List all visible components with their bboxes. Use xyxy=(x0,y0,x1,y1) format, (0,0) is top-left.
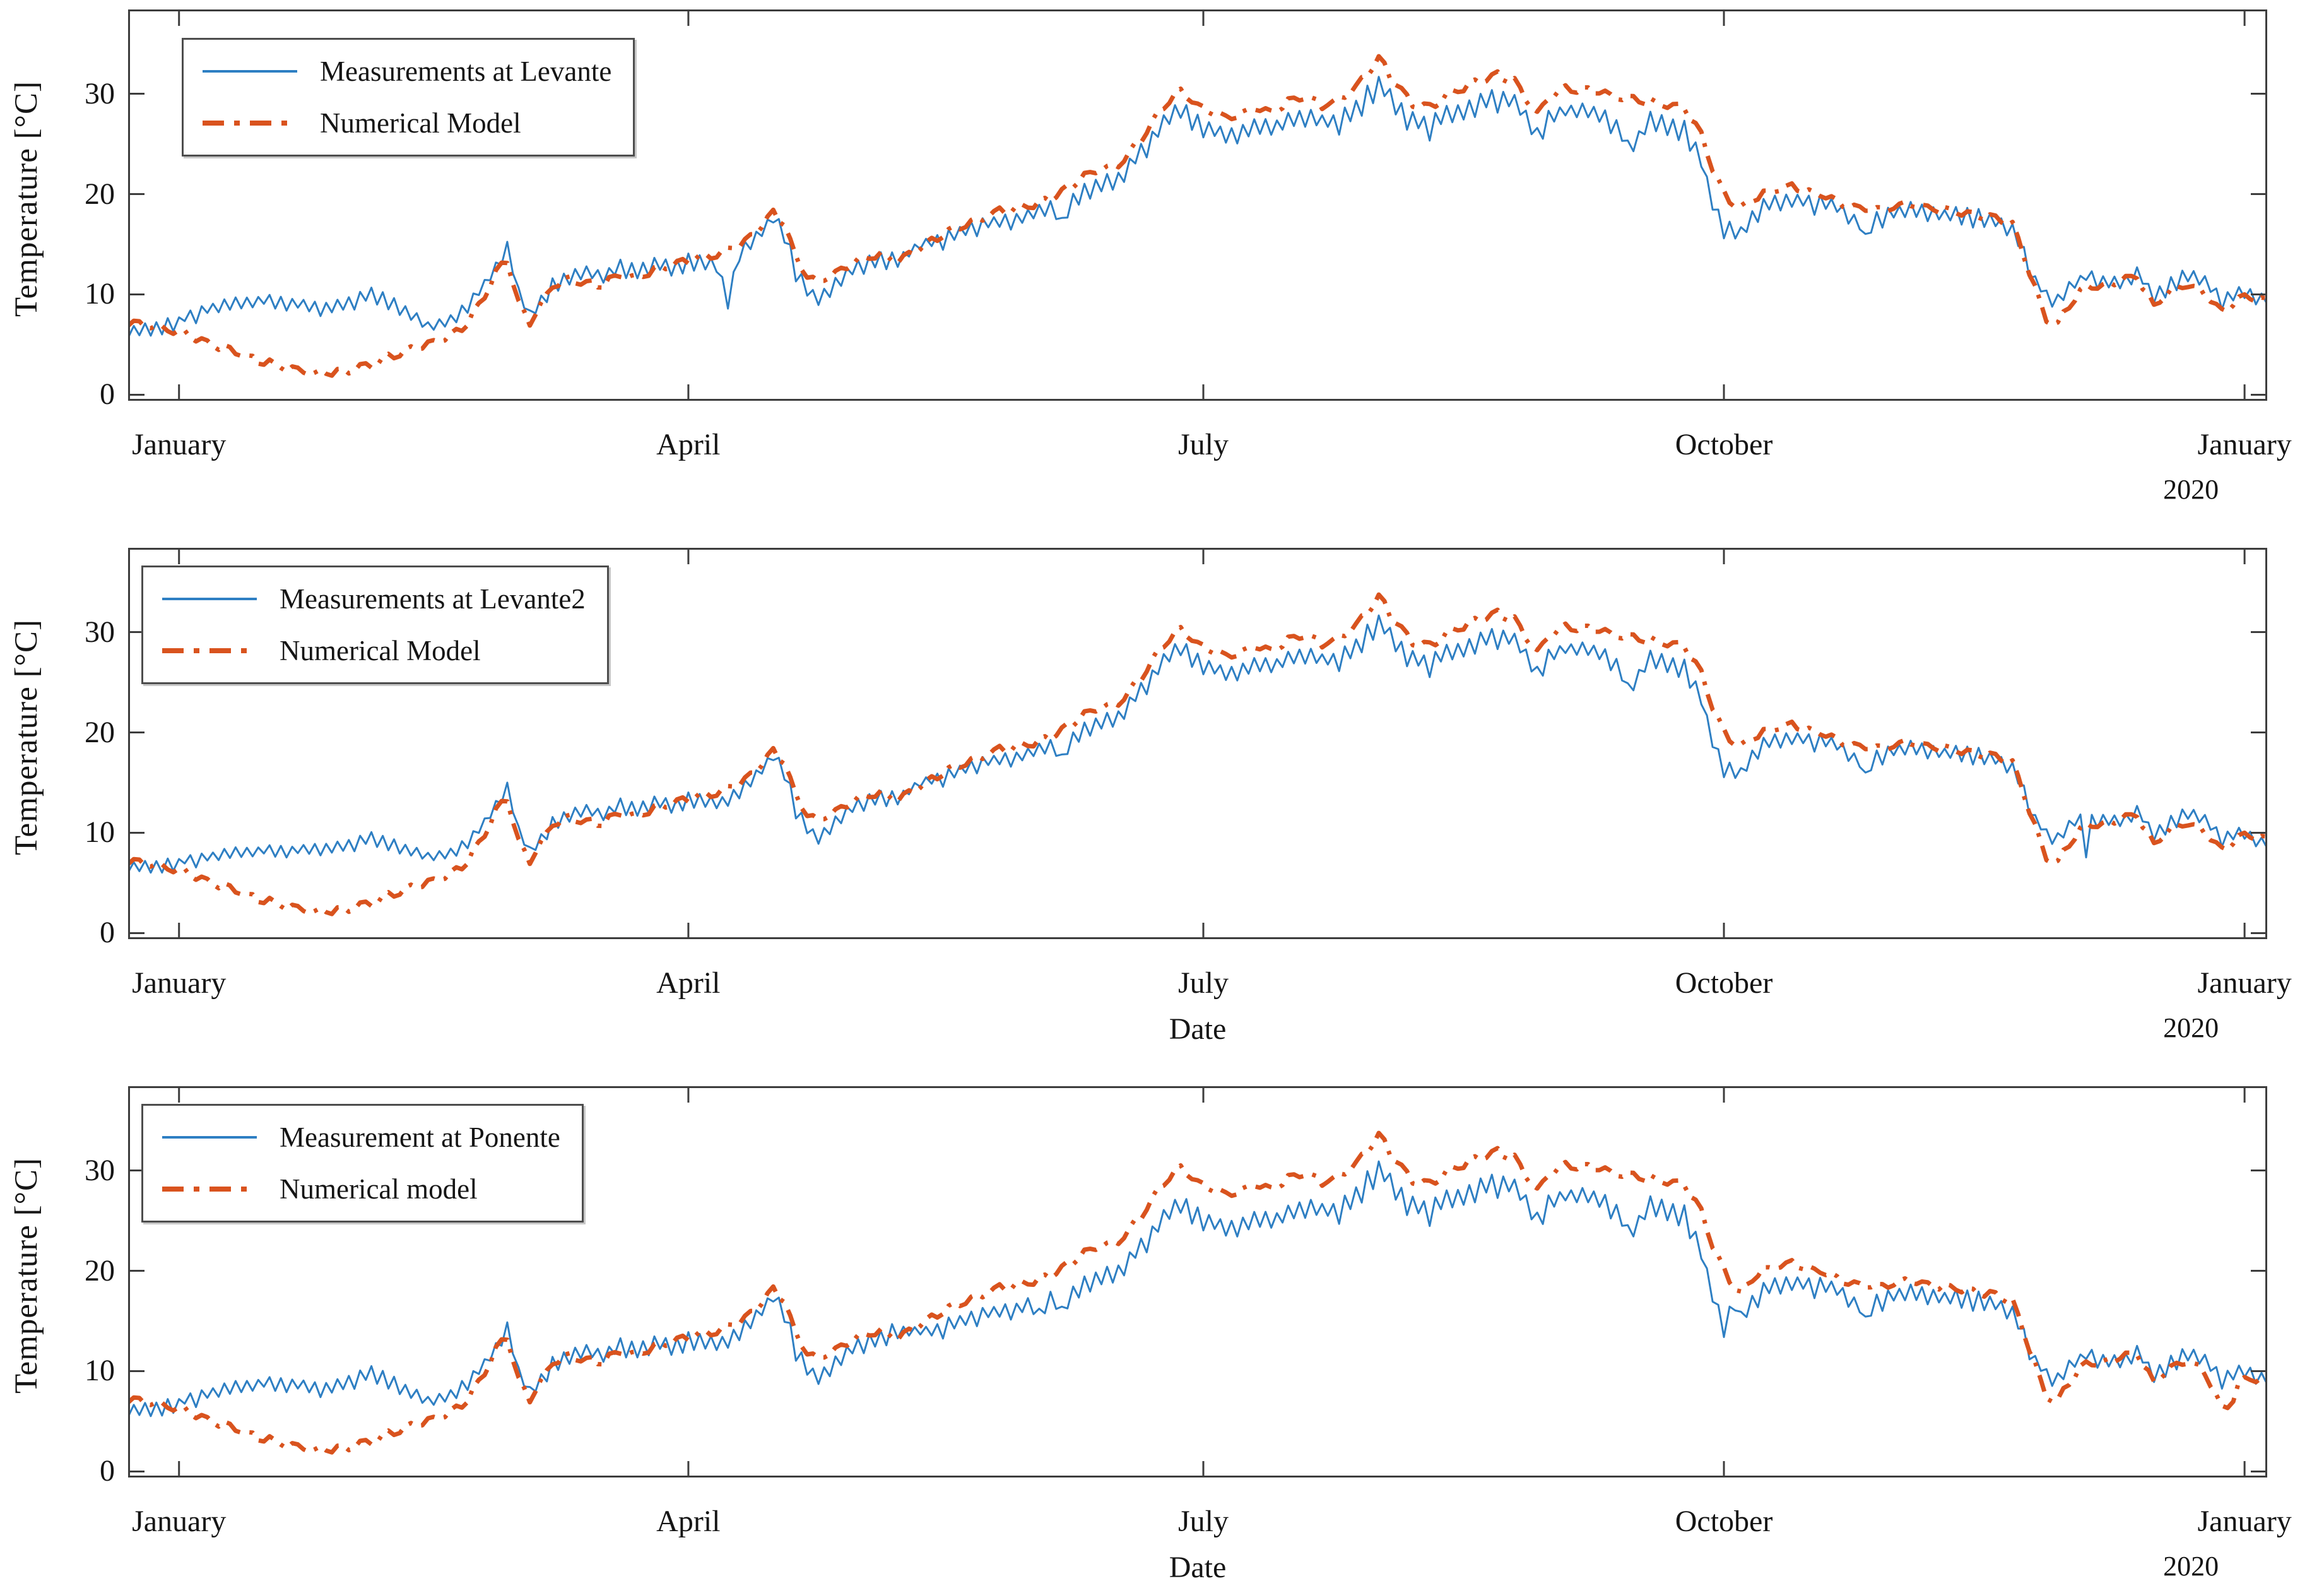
legend-item-measurement: Measurements at Levante xyxy=(203,55,611,88)
x-tick-label: April xyxy=(656,1505,721,1538)
x-tick-label: January xyxy=(2197,428,2292,461)
year-label: 2020 xyxy=(2163,1012,2219,1043)
y-tick-label: 0 xyxy=(100,377,115,412)
y-tick-label: 0 xyxy=(100,916,115,950)
x-tick-label: January xyxy=(132,1505,227,1538)
series-line-measurement xyxy=(129,76,2266,338)
x-tick-label: April xyxy=(656,966,721,1000)
legend-dashdot-line-icon xyxy=(162,648,257,653)
subplot-ponente: Temperature [°C] Measurement at Ponente … xyxy=(0,1086,2324,1581)
y-tick-label: 30 xyxy=(85,615,115,649)
x-tick-label: July xyxy=(1177,1505,1229,1538)
legend-label: Numerical Model xyxy=(320,107,521,139)
y-tick-label: 10 xyxy=(85,277,115,311)
series-line-measurement xyxy=(129,1160,2266,1418)
series-line-model xyxy=(129,592,2266,916)
series-line-measurement xyxy=(129,614,2266,874)
legend-label: Numerical model xyxy=(280,1173,478,1205)
legend-solid-line-icon xyxy=(203,70,297,73)
series-line-model xyxy=(129,54,2266,378)
x-tick-label: October xyxy=(1675,428,1773,461)
legend-item-model: Numerical Model xyxy=(162,634,586,667)
legend-levante2: Measurements at Levante2 Numerical Model xyxy=(141,565,609,684)
legend-dashdot-line-icon xyxy=(162,1187,257,1192)
legend-ponente: Measurement at Ponente Numerical model xyxy=(141,1104,584,1223)
y-tick-label: 0 xyxy=(100,1454,115,1488)
legend-label: Measurements at Levante2 xyxy=(280,583,586,615)
x-tick-label: January xyxy=(2197,1505,2292,1538)
x-tick-label: July xyxy=(1177,966,1229,1000)
x-axis-label: Date xyxy=(1169,1012,1227,1046)
y-tick-label: 20 xyxy=(85,1253,115,1288)
x-tick-label: July xyxy=(1177,428,1229,461)
legend-solid-line-icon xyxy=(162,598,257,600)
x-tick-label: October xyxy=(1675,1505,1773,1538)
legend-label: Measurement at Ponente xyxy=(280,1122,560,1153)
y-tick-label: 30 xyxy=(85,1153,115,1187)
x-tick-label: January xyxy=(132,428,227,461)
legend-dashdot-line-icon xyxy=(203,121,297,126)
x-tick-label: January xyxy=(2197,966,2292,1000)
legend-label: Measurements at Levante xyxy=(320,56,612,87)
legend-item-model: Numerical model xyxy=(162,1173,560,1205)
legend-item-measurement: Measurements at Levante2 xyxy=(162,583,586,615)
subplot-levante2: Temperature [°C] Measurements at Levante… xyxy=(0,548,2324,1046)
y-tick-label: 30 xyxy=(85,76,115,110)
legend-item-measurement: Measurement at Ponente xyxy=(162,1121,560,1154)
y-tick-label: 10 xyxy=(85,815,115,850)
x-tick-label: October xyxy=(1675,966,1773,1000)
y-tick-label: 20 xyxy=(85,177,115,211)
legend-solid-line-icon xyxy=(162,1136,257,1139)
y-tick-label: 20 xyxy=(85,715,115,749)
x-axis-label: Date xyxy=(1169,1551,1227,1581)
y-tick-label: 10 xyxy=(85,1354,115,1388)
x-tick-label: April xyxy=(656,428,721,461)
legend-levante: Measurements at Levante Numerical Model xyxy=(182,38,635,157)
legend-item-model: Numerical Model xyxy=(203,107,611,139)
year-label: 2020 xyxy=(2163,1551,2219,1581)
year-label: 2020 xyxy=(2163,474,2219,505)
series-line-model xyxy=(129,1130,2266,1455)
subplot-levante: Temperature [°C] Measurements at Levante… xyxy=(0,9,2324,505)
legend-label: Numerical Model xyxy=(280,635,481,666)
x-tick-label: January xyxy=(132,966,227,1000)
